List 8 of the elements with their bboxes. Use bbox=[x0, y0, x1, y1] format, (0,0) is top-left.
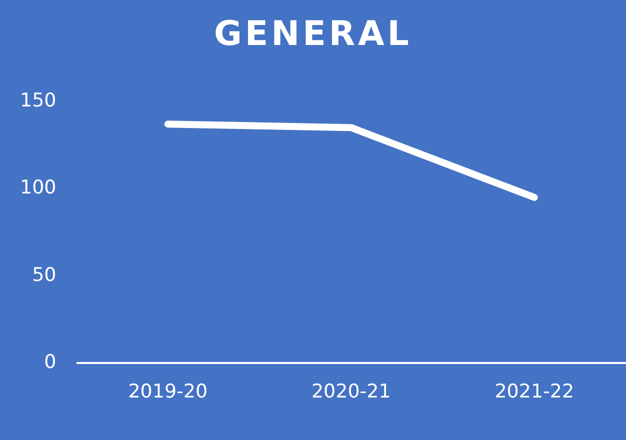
y-tick-label: 100 bbox=[20, 176, 56, 199]
x-tick-label: 2021-22 bbox=[494, 380, 574, 403]
y-tick-label: 150 bbox=[20, 89, 56, 112]
chart-title: GENERAL bbox=[213, 14, 413, 54]
y-tick-label: 50 bbox=[32, 264, 56, 286]
y-tick-label: 0 bbox=[44, 351, 56, 374]
x-tick-label: 2020-21 bbox=[311, 380, 391, 403]
x-tick-label: 2019-20 bbox=[128, 380, 208, 403]
